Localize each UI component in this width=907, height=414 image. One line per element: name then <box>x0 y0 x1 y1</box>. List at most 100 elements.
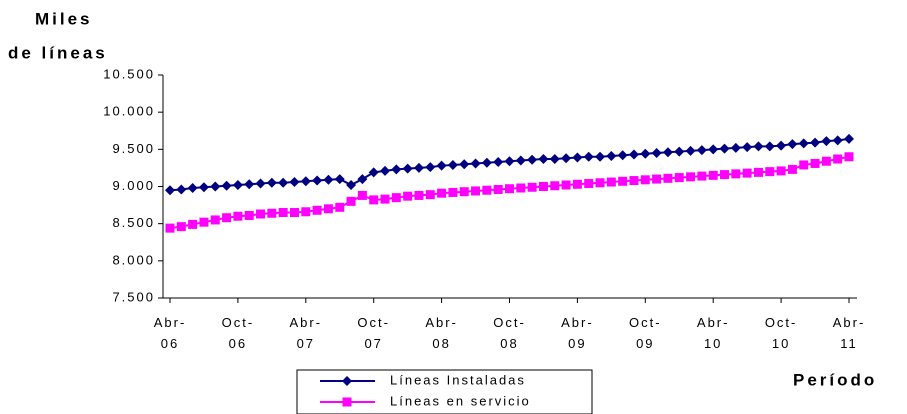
data-point <box>232 180 243 191</box>
data-point <box>334 174 345 185</box>
data-point <box>369 195 379 205</box>
data-point <box>663 173 673 183</box>
data-point <box>323 174 334 185</box>
data-point <box>188 219 198 229</box>
x-axis-label: Período <box>793 370 877 389</box>
data-point <box>799 160 809 170</box>
data-point <box>618 176 628 186</box>
legend-label: Líneas Instaladas <box>390 372 526 387</box>
data-point <box>176 222 186 232</box>
data-point <box>776 140 787 151</box>
data-point <box>346 196 356 206</box>
data-point <box>753 141 764 152</box>
data-point <box>335 202 345 212</box>
data-point <box>221 180 232 191</box>
x-tick-label: Abr-07 <box>290 315 323 351</box>
y-tick-label: 8.500 <box>112 215 155 230</box>
data-point <box>731 169 741 179</box>
data-point <box>674 173 684 183</box>
data-point <box>628 149 639 160</box>
data-point <box>538 182 548 191</box>
data-point <box>833 154 843 164</box>
data-point <box>549 153 560 164</box>
data-point <box>832 135 843 146</box>
y-tick-label: 7.500 <box>112 289 155 304</box>
y-tick-label: 10.500 <box>103 66 155 81</box>
data-point <box>459 187 469 197</box>
x-tick-label: Abr-11 <box>833 315 866 351</box>
data-point <box>572 179 582 189</box>
data-point <box>470 158 481 169</box>
data-point <box>425 162 436 173</box>
y-tick-label: 10.000 <box>103 104 155 119</box>
data-point <box>697 171 707 181</box>
data-point <box>312 205 322 215</box>
y-axis-label: Miles <box>35 9 93 28</box>
data-point <box>278 177 289 188</box>
data-point <box>256 209 266 219</box>
x-tick-label: Abr-10 <box>697 315 730 351</box>
data-point <box>233 211 243 221</box>
data-point <box>720 170 730 180</box>
data-point <box>742 168 752 178</box>
y-axis-label: de líneas <box>8 43 108 62</box>
data-point <box>437 188 447 198</box>
y-tick-label: 9.000 <box>112 178 155 193</box>
x-tick-label: Abr-08 <box>425 315 458 351</box>
data-point <box>753 167 763 177</box>
data-point <box>187 182 198 193</box>
data-point <box>674 146 685 157</box>
x-tick-label: Oct-06 <box>222 315 255 351</box>
data-point <box>504 156 515 167</box>
data-point <box>606 177 616 187</box>
data-point <box>810 158 820 168</box>
data-point <box>572 152 583 163</box>
data-point <box>708 170 718 180</box>
data-point <box>198 182 209 193</box>
data-point <box>583 151 594 162</box>
data-point <box>357 174 368 185</box>
data-point <box>764 141 775 152</box>
data-point <box>471 186 481 196</box>
data-point <box>765 167 775 177</box>
data-point <box>821 136 832 147</box>
data-point <box>515 155 526 166</box>
data-point <box>617 150 628 161</box>
data-point <box>278 208 288 218</box>
data-point <box>289 177 300 188</box>
data-point <box>210 181 221 192</box>
legend-label: Líneas en servicio <box>390 393 531 408</box>
data-point <box>199 217 209 227</box>
data-point <box>629 176 639 186</box>
data-point <box>244 179 255 190</box>
data-point <box>403 191 413 201</box>
data-point <box>776 166 786 176</box>
data-point <box>267 208 277 218</box>
x-tick-label: Oct-09 <box>629 315 662 351</box>
data-point <box>538 153 549 164</box>
data-point <box>244 210 254 220</box>
data-point <box>346 180 357 191</box>
data-point <box>821 156 831 166</box>
data-point <box>584 179 594 189</box>
data-point <box>482 185 492 195</box>
data-point <box>481 157 492 168</box>
data-point <box>516 183 526 193</box>
data-point <box>595 178 605 188</box>
data-point <box>312 175 323 186</box>
data-point <box>527 182 537 192</box>
data-point <box>255 178 266 189</box>
data-point <box>527 154 538 165</box>
x-tick-label: Oct-07 <box>357 315 390 351</box>
data-point <box>301 207 311 217</box>
data-point <box>176 184 187 195</box>
data-point <box>561 153 572 164</box>
data-point <box>550 181 560 191</box>
data-point <box>402 163 413 174</box>
data-point <box>210 215 220 225</box>
data-point <box>595 151 606 162</box>
data-point <box>730 142 741 153</box>
data-point <box>708 144 719 155</box>
data-point <box>561 180 571 190</box>
data-point <box>719 143 730 154</box>
